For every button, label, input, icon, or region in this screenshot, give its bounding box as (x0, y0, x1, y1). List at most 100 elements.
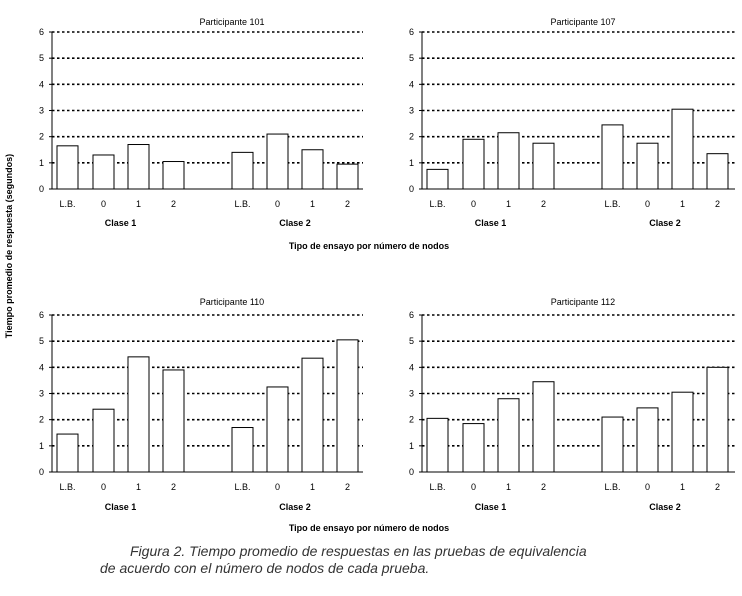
bar-clase-1-3 (497, 132, 520, 190)
chart-panel-1: Participante 101 0 1 2 3 4 5 6 L.B. 0 1 2 Clase 1 L.B… (39, 17, 363, 228)
chart-title: Participante 101 (199, 17, 264, 27)
y-tick-label: 3 (39, 389, 44, 399)
bar-clase-1-1 (56, 145, 79, 190)
x-tick-label: 2 (345, 482, 350, 492)
y-tick-label: 5 (39, 53, 44, 63)
y-tick-label: 4 (39, 79, 44, 89)
y-tick-label: 1 (39, 441, 44, 451)
y-tick-label: 5 (409, 53, 414, 63)
y-tick-label: 1 (39, 158, 44, 168)
bar-clase-1-4 (532, 381, 555, 473)
x-tick-label: 1 (680, 482, 685, 492)
group-label: Clase 1 (105, 218, 137, 228)
bar-clase-1-4 (532, 142, 555, 190)
x-tick-label: L.B. (604, 199, 620, 209)
bar-clase-2-3 (301, 149, 324, 190)
y-tick-label: 2 (409, 132, 414, 142)
group-label: Clase 2 (649, 218, 681, 228)
x-axis-label-top: Tipo de ensayo por número de nodos (289, 241, 449, 251)
y-tick-label: 4 (39, 362, 44, 372)
x-tick-label: 1 (136, 482, 141, 492)
x-tick-label: 2 (171, 199, 176, 209)
x-tick-label: L.B. (234, 199, 250, 209)
y-axis-label: Tiempo promedio de respuesta (segundos) (4, 154, 14, 338)
bar-clase-2-2 (266, 386, 289, 473)
bar-clase-2-1 (601, 124, 624, 190)
figure-caption: Figura 2. Tiempo promedio de respuestas … (100, 543, 720, 577)
x-tick-label: 0 (645, 482, 650, 492)
chart-title: Participante 107 (550, 17, 615, 27)
x-tick-label: 1 (310, 482, 315, 492)
x-tick-label: L.B. (59, 199, 75, 209)
chart-panel-4: Participante 112 0 1 2 3 4 5 6 L.B. 0 1 2 Clase 1 L.B… (409, 297, 735, 512)
bar-clase-2-3 (301, 357, 324, 473)
bar-clase-2-2 (266, 133, 289, 190)
x-tick-label: L.B. (429, 199, 445, 209)
bar-clase-1-4 (162, 161, 185, 190)
bar-clase-2-4 (706, 366, 729, 473)
y-tick-label: 0 (409, 467, 414, 477)
bar-clase-2-4 (336, 163, 359, 190)
chart-title: Participante 112 (551, 297, 615, 307)
x-tick-label: 1 (680, 199, 685, 209)
x-tick-label: 2 (541, 199, 546, 209)
y-tick-label: 0 (409, 184, 414, 194)
y-tick-label: 6 (409, 27, 414, 37)
chart-panel-2: Participante 107 0 1 2 3 4 5 6 L.B. 0 1 2 Clase 1 L.B… (409, 17, 735, 228)
y-tick-label: 1 (409, 441, 414, 451)
bar-clase-2-1 (231, 151, 254, 190)
bar-clase-1-3 (127, 144, 150, 190)
bar-clase-2-2 (636, 142, 659, 190)
y-tick-label: 5 (409, 336, 414, 346)
y-tick-label: 0 (39, 184, 44, 194)
x-tick-label: 2 (541, 482, 546, 492)
caption-line-2: de acuerdo con el número de nodos de cad… (100, 560, 430, 576)
y-tick-label: 6 (39, 27, 44, 37)
bar-clase-1-1 (426, 168, 449, 190)
chart-title: Participante 110 (200, 297, 264, 307)
bar-clase-2-1 (601, 416, 624, 473)
y-tick-label: 2 (39, 132, 44, 142)
bar-clase-1-1 (56, 433, 79, 473)
x-tick-label: 2 (171, 482, 176, 492)
x-tick-label: 2 (345, 199, 350, 209)
x-tick-label: 1 (310, 199, 315, 209)
y-tick-label: 5 (39, 336, 44, 346)
bar-clase-1-2 (92, 154, 115, 190)
y-tick-label: 6 (409, 310, 414, 320)
x-tick-label: 0 (645, 199, 650, 209)
y-tick-label: 3 (409, 106, 414, 116)
y-tick-label: 2 (39, 415, 44, 425)
x-tick-label: 0 (101, 482, 106, 492)
x-tick-label: L.B. (59, 482, 75, 492)
x-axis-label-bottom: Tipo de ensayo por número de nodos (289, 523, 449, 533)
group-label: Clase 1 (475, 502, 507, 512)
y-tick-label: 3 (409, 389, 414, 399)
y-tick-label: 3 (39, 106, 44, 116)
y-tick-label: 4 (409, 362, 414, 372)
bar-clase-1-3 (497, 398, 520, 473)
bar-clase-1-2 (462, 423, 485, 473)
x-tick-label: 0 (471, 482, 476, 492)
x-tick-label: 1 (506, 199, 511, 209)
group-label: Clase 2 (649, 502, 681, 512)
group-label: Clase 1 (475, 218, 507, 228)
y-tick-label: 2 (409, 415, 414, 425)
y-tick-label: 4 (409, 79, 414, 89)
x-tick-label: 0 (471, 199, 476, 209)
bar-clase-1-1 (426, 417, 449, 473)
group-label: Clase 2 (279, 502, 311, 512)
y-tick-label: 6 (39, 310, 44, 320)
bar-clase-2-2 (636, 407, 659, 473)
x-tick-label: 2 (715, 199, 720, 209)
x-tick-label: 1 (506, 482, 511, 492)
bar-clase-1-2 (462, 138, 485, 190)
y-tick-label: 0 (39, 467, 44, 477)
x-tick-label: 2 (715, 482, 720, 492)
group-label: Clase 2 (279, 218, 311, 228)
x-tick-label: L.B. (429, 482, 445, 492)
bar-clase-1-4 (162, 369, 185, 473)
bar-clase-1-2 (92, 408, 115, 473)
x-tick-label: L.B. (604, 482, 620, 492)
